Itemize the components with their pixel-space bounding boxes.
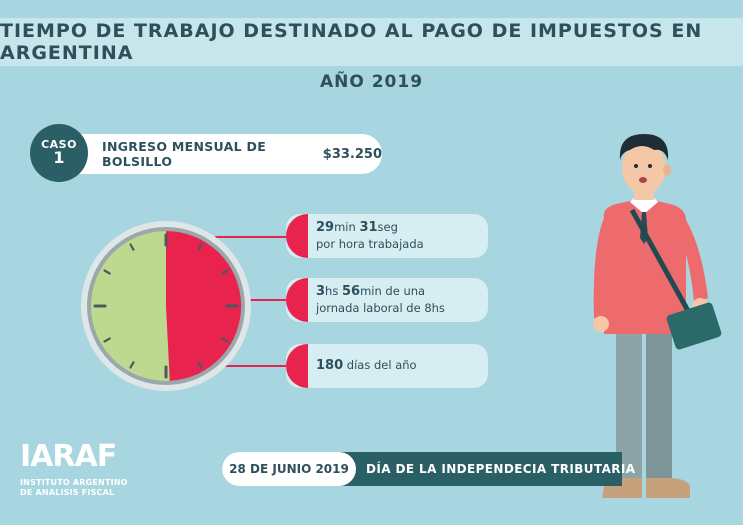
stat-per-hour: 29min 31seg por hora trabajada	[286, 214, 488, 258]
stat-number: 56	[341, 284, 361, 300]
stat-unit: min	[334, 220, 360, 235]
stat-unit: hs	[325, 284, 342, 299]
income-pill: INGRESO MENSUAL DE BOLSILLO $33.250	[52, 134, 382, 174]
stat-cap	[286, 214, 308, 258]
clock-tick	[103, 269, 111, 275]
stat-description: jornada laboral de 8hs	[316, 301, 445, 316]
stat-cap	[286, 344, 308, 388]
stat-unit: min de una	[360, 284, 426, 299]
case-word: CASO	[41, 137, 77, 151]
stat-unit: días del año	[343, 358, 417, 373]
stat-text: 29min 31seg por hora trabajada	[308, 219, 424, 252]
income-label: INGRESO MENSUAL DE BOLSILLO	[102, 139, 267, 169]
logo-mark: IARAF	[20, 439, 117, 474]
stat-per-day: 3hs 56min de una jornada laboral de 8hs	[286, 278, 488, 322]
iaraf-logo: IARAF INSTITUTO ARGENTINO DE ANALISIS FI…	[20, 442, 128, 498]
connector-line-1	[215, 236, 287, 238]
stat-number: 29	[316, 220, 335, 236]
stat-number: 3	[316, 284, 326, 300]
year-subtitle: AÑO 2019	[319, 72, 424, 92]
income-amount: $33.250	[322, 146, 382, 162]
clock-face-tax-time	[166, 230, 242, 381]
clock-tick	[129, 243, 135, 251]
clock-tick	[129, 361, 135, 369]
stat-text: 3hs 56min de una jornada laboral de 8hs	[308, 283, 445, 316]
logo-line-1: INSTITUTO ARGENTINO	[20, 478, 128, 487]
tax-freedom-label: DÍA DE LA INDEPENDECIA TRIBUTARIA	[366, 462, 636, 476]
connector-line-3	[215, 365, 287, 367]
stat-per-year: 180 días del año	[286, 344, 488, 388]
case-number: 1	[53, 148, 65, 168]
title-band: TIEMPO DE TRABAJO DESTINADO AL PAGO DE I…	[0, 18, 743, 66]
connector-line-2	[238, 299, 288, 301]
clock-tick	[221, 269, 229, 275]
clock-icon	[80, 220, 252, 392]
stat-unit: seg	[377, 220, 398, 235]
logo-subtitle: INSTITUTO ARGENTINO DE ANALISIS FISCAL	[20, 478, 128, 498]
clock-tick	[103, 337, 111, 343]
stat-description: por hora trabajada	[316, 237, 424, 252]
stat-text: 180 días del año	[308, 357, 417, 375]
page-title: TIEMPO DE TRABAJO DESTINADO AL PAGO DE I…	[0, 20, 703, 64]
tax-freedom-date: 28 DE JUNIO 2019	[222, 452, 356, 486]
stat-number: 31	[359, 220, 378, 236]
case-badge: CASO 1	[30, 124, 88, 182]
clock-tick	[221, 337, 229, 343]
logo-line-2: DE ANALISIS FISCAL	[20, 488, 115, 497]
person-illustration	[593, 134, 722, 498]
stat-number: 180	[316, 358, 344, 374]
clock-tick	[197, 361, 203, 369]
clock-ticks	[93, 233, 239, 379]
stat-cap	[286, 278, 308, 322]
clock-tick	[197, 243, 203, 251]
